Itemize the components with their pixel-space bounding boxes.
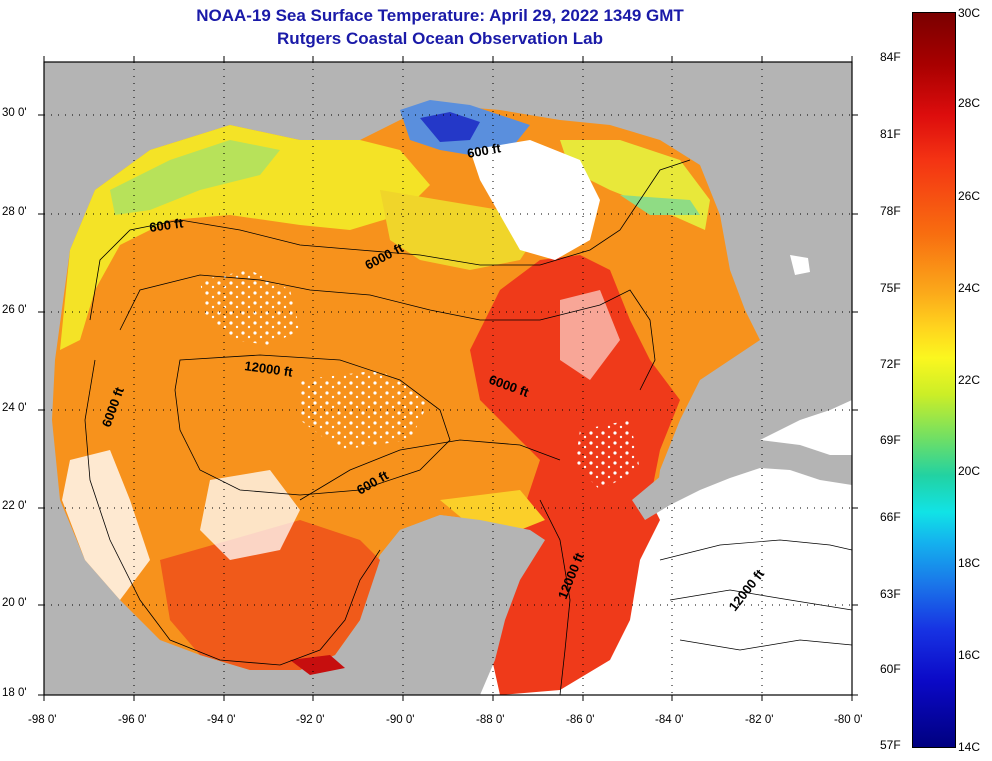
map-title: NOAA-19 Sea Surface Temperature: April 2… — [196, 6, 684, 25]
lon-label: -86 0' — [566, 714, 595, 726]
florida-land — [720, 62, 852, 400]
green-coastal-water — [110, 140, 280, 215]
colorbar-f-label: 69F — [880, 433, 901, 447]
cloud-speckle-center — [300, 370, 430, 450]
cloud-speckle-east — [575, 420, 640, 490]
map-frame — [43, 61, 853, 696]
lat-label: 22 0' — [2, 500, 27, 512]
axis-ticks — [38, 56, 858, 701]
lat-label: 26 0' — [2, 304, 27, 316]
temperature-colorbar — [912, 12, 956, 748]
hot-spot-south — [290, 655, 345, 675]
yucatan-land — [380, 515, 545, 695]
colorbar-f-label: 60F — [880, 662, 901, 676]
bay-of-campeche-warm — [160, 520, 380, 670]
cloud-north-central — [470, 140, 600, 260]
lon-label: -88 0' — [476, 714, 505, 726]
colorbar-f-label: 84F — [880, 50, 901, 64]
contour-label: 600 ft — [148, 215, 184, 235]
cuba-land — [632, 440, 852, 520]
colorbar-f-label: 63F — [880, 587, 901, 601]
lat-label: 20 0' — [2, 597, 27, 609]
lat-label: 28 0' — [2, 206, 27, 218]
colorbar-c-label: 16C — [958, 648, 981, 662]
lon-label: -92 0' — [296, 714, 325, 726]
lon-label: -94 0' — [207, 714, 236, 726]
contour-12000ft — [174, 354, 451, 496]
colorbar-f-label: 57F — [880, 738, 901, 752]
lat-label: 18 0' — [2, 687, 27, 699]
lon-label: -90 0' — [386, 714, 415, 726]
colorbar-f-label: 81F — [880, 127, 901, 141]
contour-12000ft-caribbean — [539, 499, 571, 695]
lon-label: -82 0' — [745, 714, 774, 726]
colorbar-f-label: 75F — [880, 281, 901, 295]
colorbar-c-label: 24C — [958, 281, 981, 295]
cloud-speckle-west — [200, 270, 300, 345]
contour-label: 600 ft — [466, 140, 503, 161]
cloud-central-south — [200, 470, 300, 560]
colorbar-c-label: 26C — [958, 189, 981, 203]
colorbar-c-label: 30C — [958, 6, 981, 20]
cold-plume-core — [420, 112, 480, 142]
graticule — [44, 62, 852, 695]
colorbar-c-label: 28C — [958, 96, 981, 110]
colorbar-f-label: 66F — [880, 510, 901, 524]
contour-600ft-yucatan — [299, 439, 561, 501]
contour-label: 12000 ft — [244, 358, 295, 380]
lake-okeechobee — [790, 255, 810, 275]
colorbar-c-label: 18C — [958, 556, 981, 570]
map-subtitle: Rutgers Coastal Ocean Observation Lab — [277, 29, 603, 48]
colorbar-f-label: 72F — [880, 357, 901, 371]
lon-label: -84 0' — [655, 714, 684, 726]
contour-6000ft-west — [84, 359, 381, 666]
colorbar-c-label: 20C — [958, 464, 981, 478]
lat-label: 30 0' — [2, 107, 27, 119]
lon-label: -80 0' — [834, 714, 863, 726]
lon-label: -96 0' — [118, 714, 147, 726]
colorbar-c-label: 22C — [958, 373, 981, 387]
contour-6000ft-north — [119, 274, 656, 391]
colorbar-c-label: 14C — [958, 740, 981, 754]
cloud-west-coast — [62, 450, 150, 600]
contour-600ft-north — [89, 159, 691, 321]
colorbar-f-label: 78F — [880, 204, 901, 218]
lat-label: 24 0' — [2, 402, 27, 414]
lon-label: -98 0' — [28, 714, 57, 726]
loop-current — [470, 255, 680, 695]
